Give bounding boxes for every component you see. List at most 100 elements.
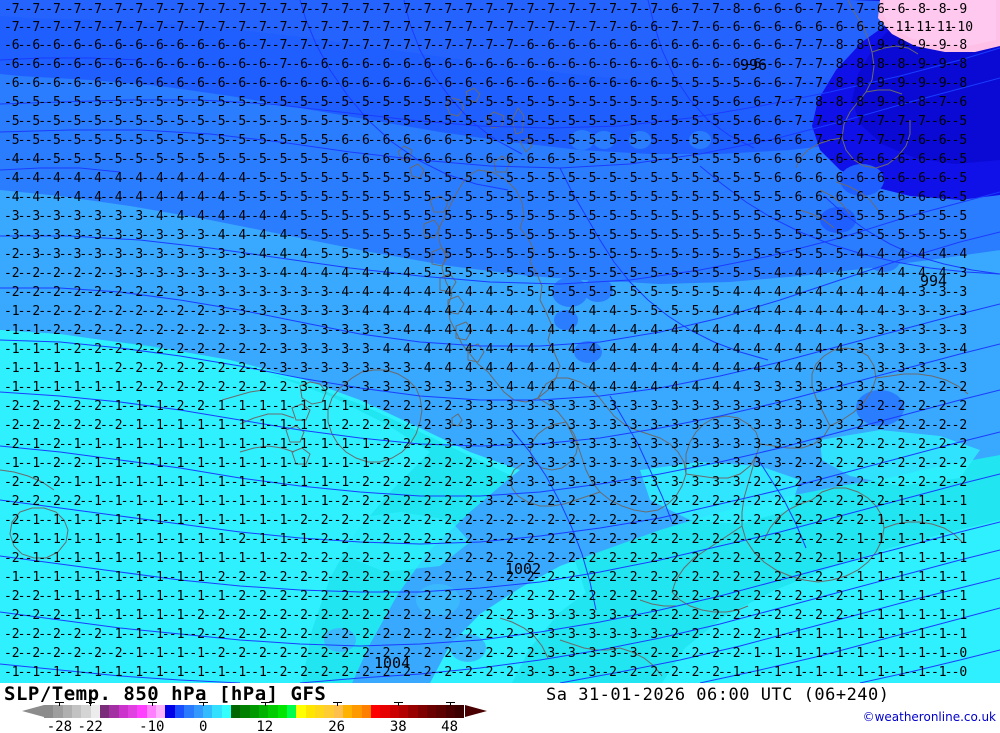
colorbar-tick <box>86 702 96 706</box>
colorbar-swatch <box>212 705 222 718</box>
temp-pocket-25 <box>348 173 372 191</box>
temp-pocket-37 <box>416 584 460 616</box>
colorbar-swatch <box>352 705 362 718</box>
temp-pocket-32 <box>759 196 785 216</box>
coastlines <box>0 0 969 677</box>
colorbar-swatch <box>324 705 334 718</box>
colorbar-swatch <box>202 705 213 718</box>
colorbar-swatch <box>137 705 147 718</box>
colorbar-swatch <box>100 705 110 718</box>
colorbar-swatch <box>174 705 185 718</box>
colorbar-swatch <box>286 705 297 718</box>
temp-pocket-14 <box>554 310 578 330</box>
temp-band-pink-2 <box>882 0 996 46</box>
colorbar-swatch <box>81 705 91 718</box>
colorbar-over-arrow <box>465 705 487 717</box>
temp-band-lightcyan-right2 <box>838 600 1000 683</box>
temp-pocket-12 <box>552 277 588 307</box>
weather-map[interactable]: -7- -7- -7- -7- -7- -7- -7- -7- -7- -7- -7- -7- -7- -… <box>0 0 1000 683</box>
map-title: SLP/Temp. 850 hPa [hPa] GFS <box>4 683 327 705</box>
temp-pocket-cyan-3 <box>340 512 470 572</box>
colorbar-swatch <box>408 705 418 718</box>
temp-pocket-13 <box>583 278 613 302</box>
colorbar-swatch <box>417 705 428 718</box>
temp-pocket-28 <box>915 228 945 252</box>
colorbar-swatch <box>230 705 241 718</box>
colorbar-under-arrow <box>22 705 44 717</box>
colorbar-tick <box>199 702 209 706</box>
temp-pocket-1 <box>468 156 498 184</box>
colorbar-swatch <box>53 705 63 718</box>
colorbar-swatch <box>118 705 129 718</box>
colorbar-swatch <box>258 705 269 718</box>
temp-pocket-15 <box>570 130 594 150</box>
copyright-notice: ©weatheronline.co.uk <box>862 710 996 724</box>
colorbar-tick <box>147 702 157 706</box>
temp-pocket-cyan-1 <box>640 462 800 524</box>
isobar-label: 994 <box>920 272 948 290</box>
temp-pocket-27 <box>868 248 900 272</box>
temp-pocket-35 <box>191 491 219 513</box>
isobar-label: 996 <box>740 56 768 74</box>
colorbar-swatch <box>277 705 287 718</box>
colorbar-swatch <box>455 705 465 718</box>
temp-pocket-18 <box>689 131 711 149</box>
colorbar-swatch <box>314 705 325 718</box>
colorbar-swatch <box>62 705 73 718</box>
temp-pocket-26 <box>856 390 904 426</box>
colorbar-swatch <box>296 705 306 718</box>
colorbar-swatch <box>72 705 82 718</box>
temp-pocket-2 <box>468 182 504 210</box>
temp-pocket-16 <box>593 131 615 149</box>
map-graphics <box>0 0 1000 683</box>
colorbar-tick <box>55 702 65 706</box>
temp-pocket-19 <box>317 122 343 142</box>
colorbar-swatch <box>44 705 54 718</box>
colorbar-swatch <box>156 705 166 718</box>
colorbar-tick-label: 48 <box>441 719 459 733</box>
temp-pocket-30 <box>787 246 813 266</box>
colorbar-tick-label: 38 <box>389 719 407 733</box>
colorbar-swatch <box>268 705 278 718</box>
colorbar-swatch <box>249 705 259 718</box>
colorbar-tick-label: 0 <box>198 719 208 733</box>
temp-pocket-11 <box>564 223 596 249</box>
colorbar-swatch <box>380 705 390 718</box>
colorbar-tick-label: 26 <box>328 719 346 733</box>
temp-pocket-17 <box>629 131 651 149</box>
colorbar-swatch <box>184 705 194 718</box>
temp-pocket-10 <box>650 189 678 211</box>
colorbar-swatch <box>221 705 231 718</box>
colorbar-swatch <box>305 705 315 718</box>
colorbar-tick <box>260 702 270 706</box>
temp-pocket-7 <box>550 191 582 217</box>
colorbar-tick-labels: -28 -22 -10 0 12 26 38 48 <box>22 719 509 733</box>
temp-pocket-20 <box>348 123 372 141</box>
colorbar-swatch <box>361 705 372 718</box>
colorbar-swatch <box>427 705 437 718</box>
temp-pocket-33 <box>840 164 884 196</box>
colorbar-swatch <box>389 705 400 718</box>
isobar-label: 1002 <box>505 560 542 578</box>
colorbar-swatch <box>146 705 157 718</box>
colorbar-swatch <box>165 705 175 718</box>
temp-pocket-22 <box>46 136 74 156</box>
temperature-colorbar[interactable]: -28 -22 -10 0 12 26 38 48 <box>22 702 487 733</box>
temp-pocket-23 <box>97 138 123 158</box>
colorbar-swatch <box>343 705 353 718</box>
colorbar-tick <box>394 702 404 706</box>
colorbar-tick-label: 12 <box>256 719 274 733</box>
colorbar-swatches <box>44 705 465 718</box>
isobars <box>0 0 1000 683</box>
temp-pocket-34 <box>820 207 856 233</box>
temp-pocket-9 <box>605 186 635 210</box>
model-run-info: Sa 31-01-2026 06:00 UTC (06+240) <box>546 685 890 705</box>
temp-pocket-39 <box>324 628 356 652</box>
isobar-label: 1004 <box>374 654 411 672</box>
colorbar-tick <box>332 702 342 706</box>
colorbar-swatch <box>90 705 101 718</box>
temp-pocket-29 <box>742 247 770 269</box>
colorbar-swatch <box>399 705 409 718</box>
temp-band-blue-7 <box>0 0 1000 84</box>
